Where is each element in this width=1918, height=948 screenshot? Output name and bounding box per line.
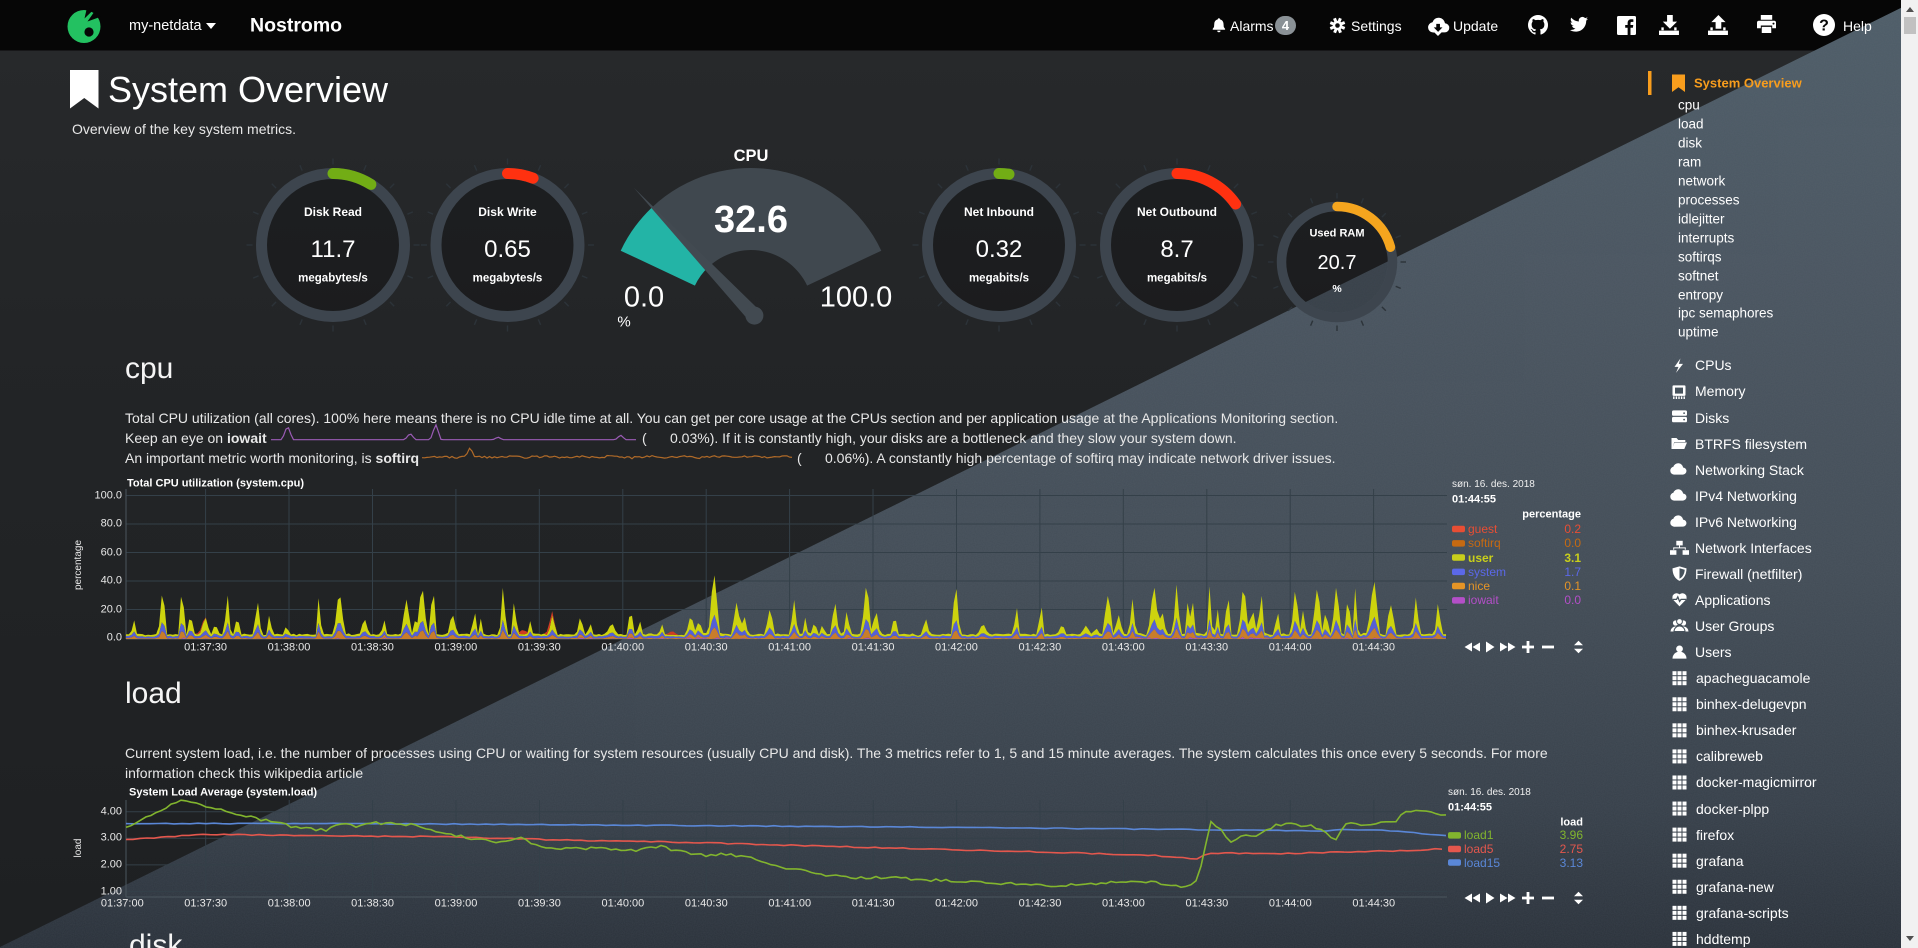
svg-text:?: ? (1819, 18, 1829, 35)
